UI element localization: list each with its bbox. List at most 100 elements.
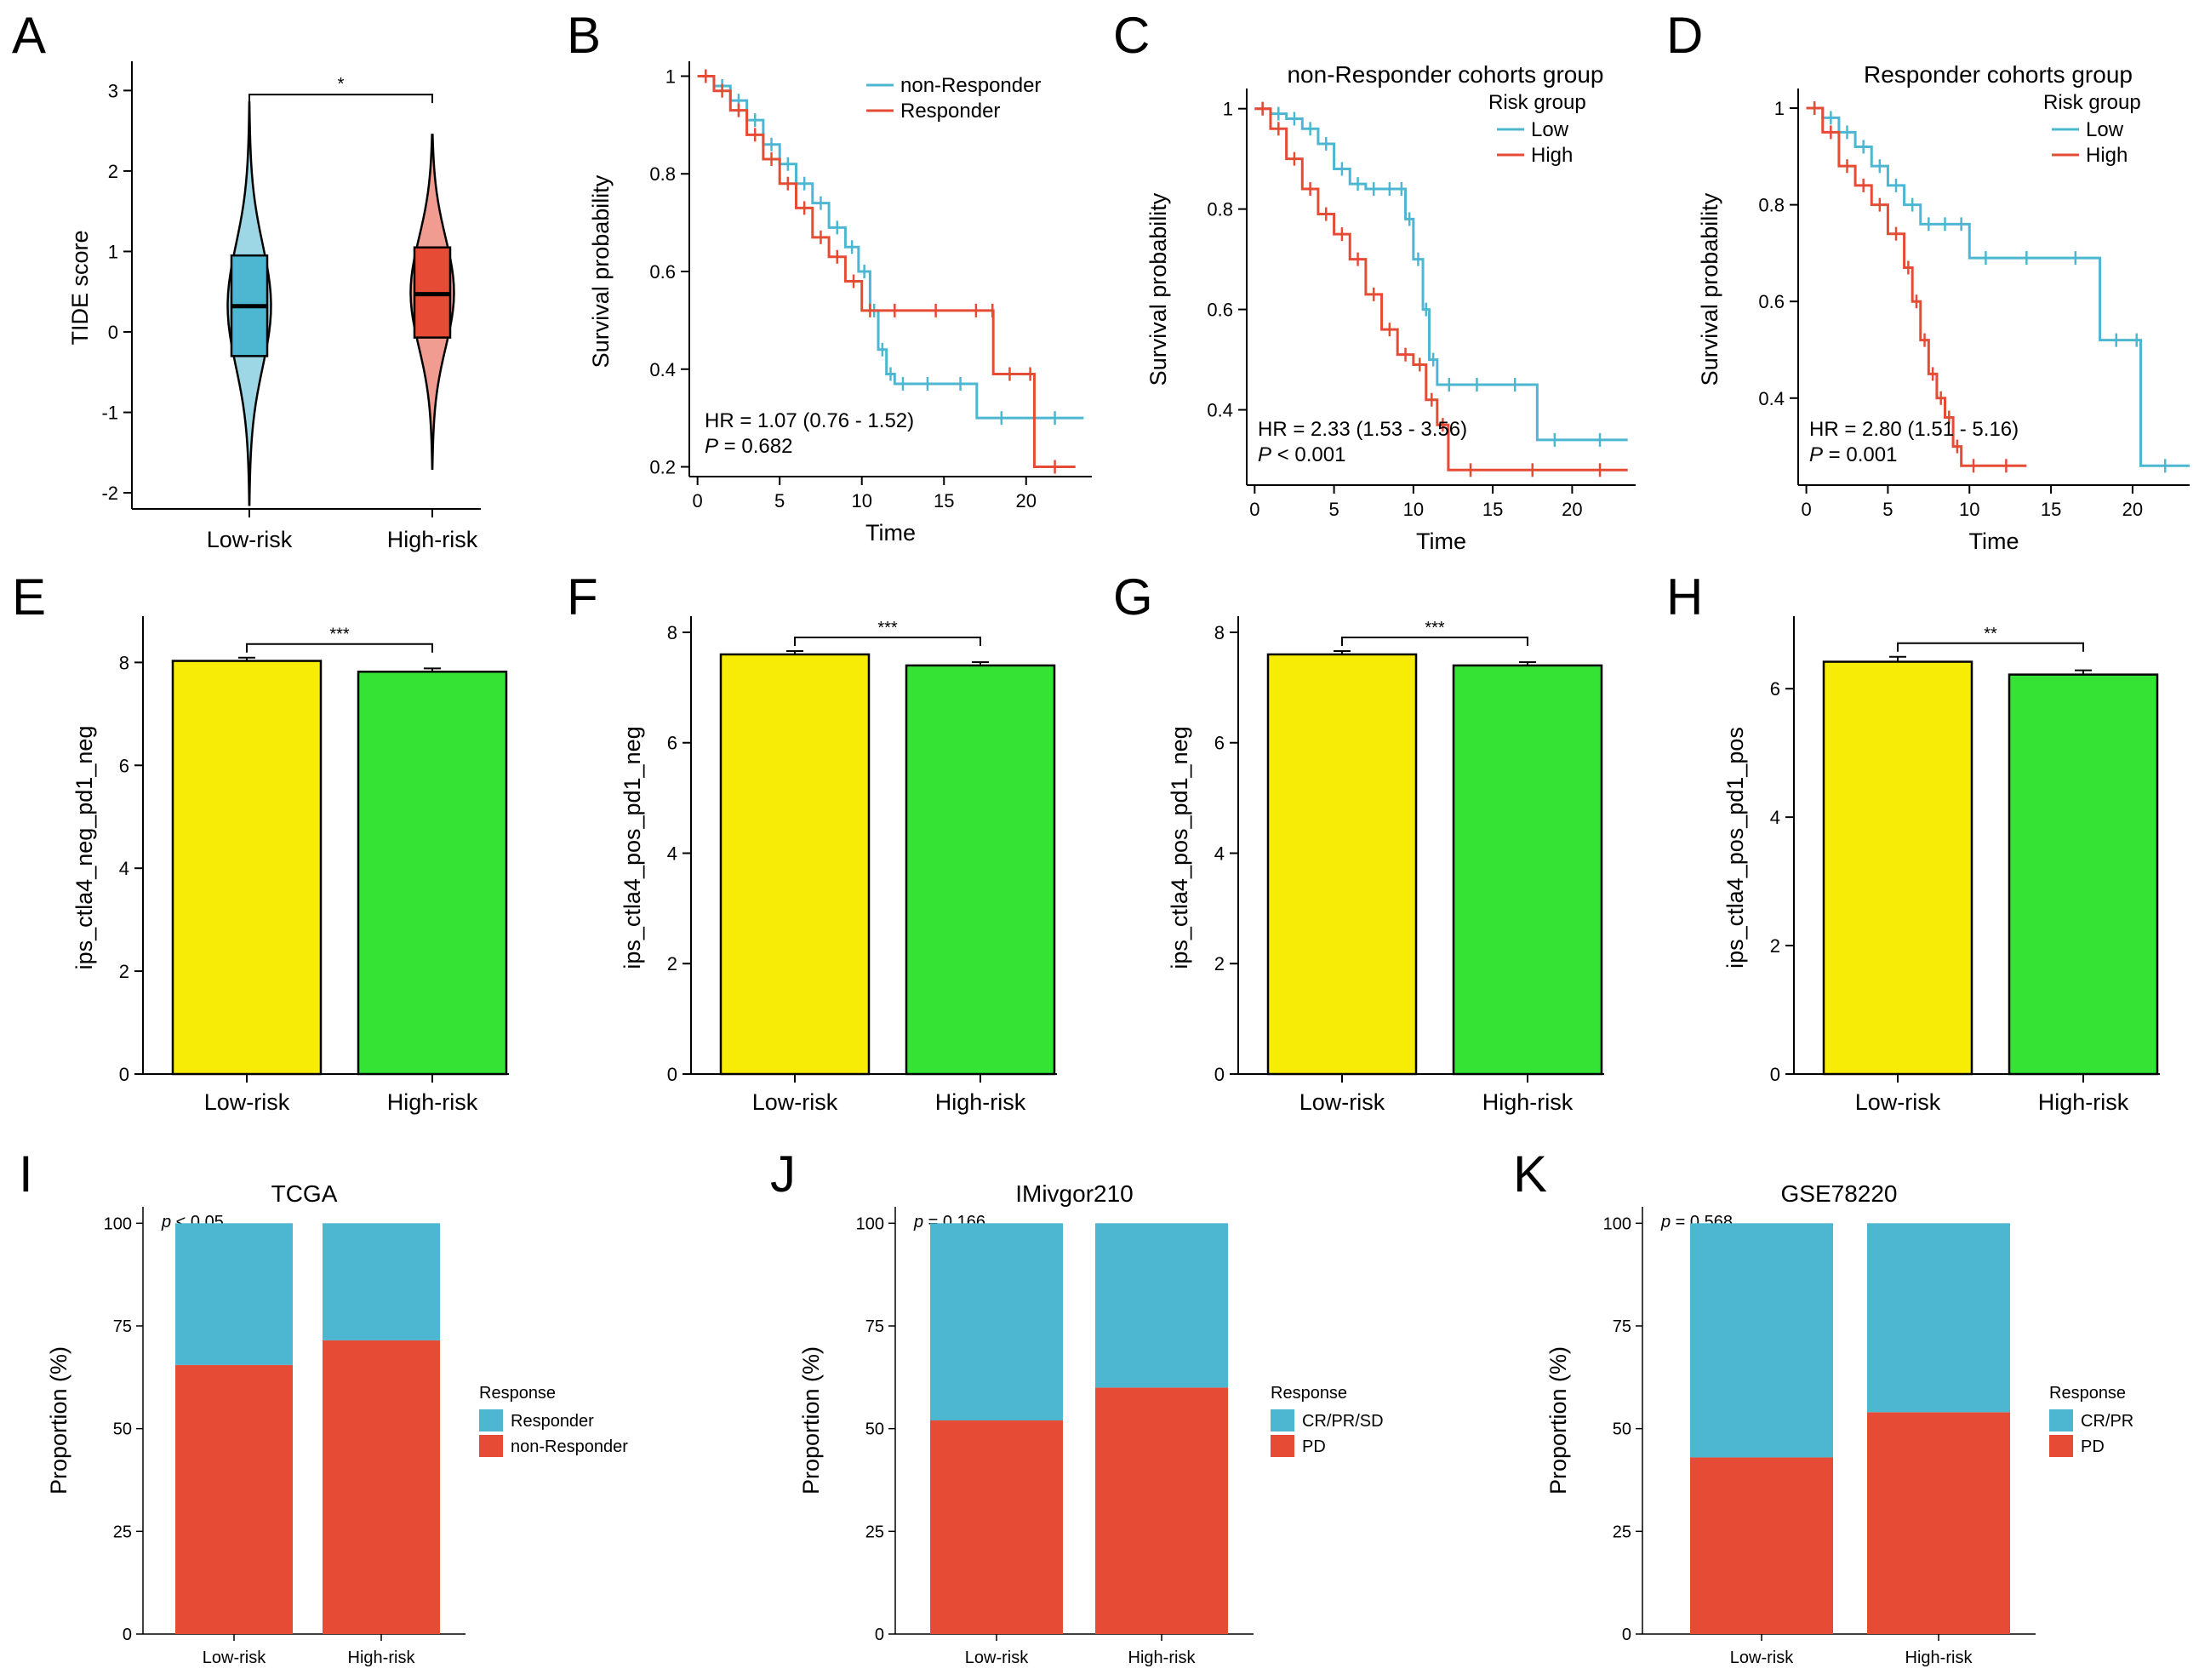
stack-segment-pd bbox=[1867, 1412, 2010, 1634]
legend-swatch bbox=[2049, 1409, 2073, 1431]
bar-high-risk bbox=[357, 670, 508, 1076]
y-tick-label: 0 bbox=[108, 322, 118, 343]
panel-label-f: F bbox=[567, 569, 598, 626]
legend-label: PD bbox=[1302, 1437, 1326, 1456]
y-tick-label: 100 bbox=[856, 1214, 884, 1233]
bar-high-risk bbox=[905, 664, 1056, 1076]
y-tick-label: 0 bbox=[667, 1064, 677, 1085]
y-axis-label: Proportion (%) bbox=[46, 1346, 71, 1494]
x-tick-label: Low-risk bbox=[1299, 1089, 1385, 1115]
y-axis-label: Survival probability bbox=[1697, 192, 1722, 386]
y-axis-label: ips_ctla4_pos_pd1_neg bbox=[1167, 726, 1192, 969]
x-tick-label: Low-risk bbox=[965, 1649, 1029, 1667]
km-curve-low bbox=[1254, 107, 1628, 442]
x-tick-label: High-risk bbox=[2038, 1089, 2129, 1115]
stack-segment-responder bbox=[323, 1223, 440, 1340]
y-tick-label: 0 bbox=[875, 1626, 884, 1644]
legend-label: non-Responder bbox=[511, 1437, 628, 1456]
legend-label: Low bbox=[2086, 118, 2124, 141]
x-tick-label: Low-risk bbox=[203, 1649, 266, 1667]
legend-title: Response bbox=[1271, 1384, 1347, 1403]
stack-segment-cr-pr-sd bbox=[1095, 1223, 1228, 1388]
y-tick-label: 0.8 bbox=[1758, 195, 1785, 216]
panel-label-i: I bbox=[19, 1146, 33, 1203]
y-tick-label: 1 bbox=[108, 241, 118, 262]
legend-label: Responder bbox=[900, 100, 1000, 123]
p-symbol: P bbox=[1809, 443, 1823, 466]
y-tick-label: 25 bbox=[1613, 1523, 1631, 1541]
significance-bracket bbox=[246, 643, 433, 653]
y-tick-label: 4 bbox=[1770, 807, 1780, 828]
stack-segment-non-responder bbox=[323, 1340, 440, 1634]
legend-swatch bbox=[479, 1435, 503, 1457]
x-tick-label: 20 bbox=[1016, 490, 1037, 511]
p-symbol: p bbox=[1660, 1213, 1671, 1231]
y-tick-label: 2 bbox=[119, 961, 129, 982]
panel-label-e: E bbox=[12, 569, 46, 626]
p-value-annotation: P = 0.001 bbox=[1809, 443, 1897, 466]
y-tick-label: 0 bbox=[1622, 1626, 1631, 1644]
significance-label: *** bbox=[1425, 619, 1445, 637]
legend-swatch bbox=[2049, 1435, 2073, 1457]
panel-a-violin: -2 -1 0 1 2 3 TIDE score Low-risk High-risk * bbox=[67, 61, 481, 552]
x-axis-label: Time bbox=[1969, 529, 2019, 554]
panel-label-b: B bbox=[567, 7, 601, 64]
y-tick-label: 75 bbox=[1613, 1317, 1631, 1336]
y-tick-label: 2 bbox=[108, 161, 118, 182]
chart-title: IMivgor210 bbox=[1015, 1180, 1134, 1207]
y-tick-label: 6 bbox=[119, 755, 129, 776]
x-tick-label: High-risk bbox=[387, 1089, 478, 1115]
p-symbol: P bbox=[705, 435, 718, 458]
y-tick-label: 100 bbox=[104, 1214, 132, 1233]
y-tick-label: 0.6 bbox=[1207, 300, 1233, 321]
legend-title: Response bbox=[2049, 1384, 2126, 1403]
p-symbol: P bbox=[1258, 443, 1271, 466]
x-tick-label: Low-risk bbox=[1855, 1089, 1941, 1115]
y-axis-label: Survival probability bbox=[1145, 192, 1171, 386]
stack-segment-pd bbox=[1690, 1457, 1833, 1634]
x-tick-label: 0 bbox=[1801, 499, 1811, 520]
panel-label-h: H bbox=[1666, 569, 1703, 626]
y-tick-label: 0.4 bbox=[1207, 400, 1233, 421]
stack-segment-responder bbox=[175, 1223, 293, 1365]
y-tick-label: 1 bbox=[1774, 98, 1785, 119]
panel-label-d: D bbox=[1666, 7, 1703, 64]
x-tick-label: High-risk bbox=[348, 1649, 416, 1667]
x-axis-label: Time bbox=[1416, 529, 1466, 554]
y-axis-label: ips_ctla4_pos_pd1_neg bbox=[620, 726, 645, 969]
legend-swatch bbox=[1271, 1409, 1294, 1431]
y-axis-label: Proportion (%) bbox=[798, 1346, 824, 1494]
y-tick-label: 0 bbox=[119, 1064, 129, 1085]
y-tick-label: 1 bbox=[665, 66, 676, 87]
y-tick-label: 0.6 bbox=[649, 261, 676, 283]
bar-low-risk bbox=[719, 653, 871, 1076]
stack-segment-cr-pr bbox=[1690, 1223, 1833, 1458]
x-tick-label: High-risk bbox=[935, 1089, 1026, 1115]
y-tick-label: 25 bbox=[865, 1523, 884, 1541]
p-value: = 0.682 bbox=[718, 435, 792, 458]
km-curve-non-responder bbox=[697, 74, 1084, 420]
panel-label-g: G bbox=[1113, 569, 1153, 626]
y-axis-label: TIDE score bbox=[67, 230, 93, 345]
stack-segment-cr-pr bbox=[1867, 1223, 2010, 1413]
y-tick-label: 0.2 bbox=[649, 457, 676, 478]
x-tick-label: 15 bbox=[2041, 499, 2061, 520]
panel-label-a: A bbox=[12, 7, 46, 64]
significance-bracket bbox=[794, 636, 981, 646]
x-tick-label: High-risk bbox=[1482, 1089, 1574, 1115]
y-axis-label: Proportion (%) bbox=[1545, 1346, 1571, 1494]
y-tick-label: 75 bbox=[113, 1317, 132, 1336]
y-tick-label: 25 bbox=[113, 1523, 132, 1541]
panel-label-j: J bbox=[770, 1146, 796, 1203]
legend-label: Low bbox=[1531, 118, 1569, 141]
p-value: = 0.001 bbox=[1823, 443, 1897, 466]
p-value-annotation: P < 0.001 bbox=[1258, 443, 1345, 466]
legend-title: Risk group bbox=[2043, 91, 2141, 114]
significance-bracket bbox=[1341, 636, 1528, 646]
panel-labels: A B C D E F G H I J K bbox=[12, 7, 1703, 1203]
